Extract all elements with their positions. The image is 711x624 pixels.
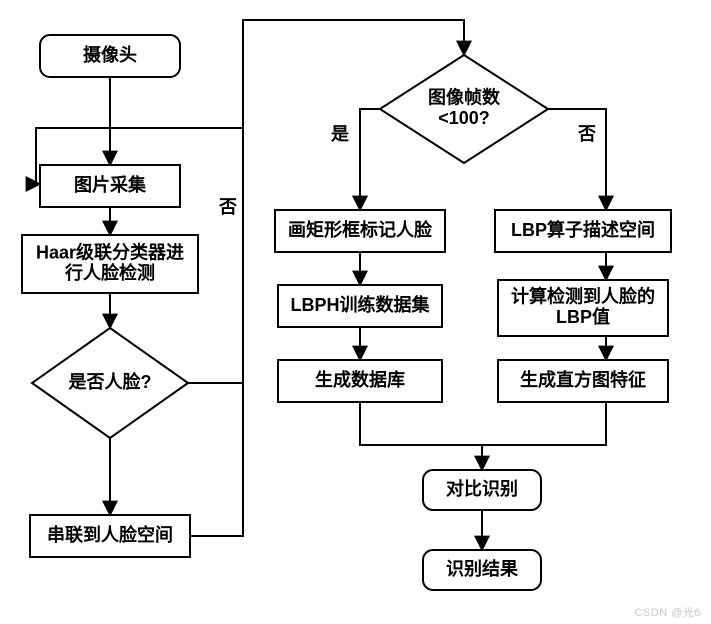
edge-label: 否: [218, 197, 237, 217]
node-lbpdesc: LBP算子描述空间: [495, 210, 671, 252]
node-label: 对比识别: [446, 478, 518, 499]
node-markface: 画矩形框标记人脸: [275, 210, 445, 252]
node-frames: 图像帧数<100?: [380, 55, 548, 163]
node-label: 图片采集: [74, 174, 147, 195]
watermark: CSDN @光6: [634, 604, 701, 620]
node-gendb: 生成数据库: [278, 360, 442, 402]
node-label: <100?: [438, 108, 490, 128]
node-haar: Haar级联分类器进行人脸检测: [22, 235, 198, 293]
node-result: 识别结果: [423, 550, 541, 590]
node-label: LBP算子描述空间: [511, 219, 655, 240]
node-label: 计算检测到人脸的: [511, 285, 655, 306]
node-isface: 是否人脸?: [32, 328, 188, 438]
node-label: 是否人脸?: [68, 371, 152, 392]
node-label: 识别结果: [446, 558, 519, 579]
node-label: LBP值: [556, 306, 610, 327]
node-compare: 对比识别: [423, 470, 541, 510]
node-label: Haar级联分类器进: [36, 241, 184, 262]
node-lbph: LBPH训练数据集: [278, 285, 442, 327]
node-label: 画矩形框标记人脸: [288, 219, 433, 240]
node-label: LBPH训练数据集: [291, 294, 431, 315]
edge: [360, 402, 482, 470]
node-label: 生成数据库: [315, 369, 405, 390]
edge-label: 否: [577, 124, 596, 144]
node-capture: 图片采集: [40, 165, 180, 207]
edge-label: 是: [330, 124, 349, 144]
node-calclbp: 计算检测到人脸的LBP值: [498, 280, 668, 336]
edge: [548, 109, 606, 210]
node-camera: 摄像头: [40, 35, 180, 77]
node-label: 图像帧数: [428, 86, 501, 107]
edge: [482, 402, 606, 445]
node-label: 行人脸检测: [64, 262, 155, 283]
edge: [360, 109, 380, 210]
node-label: 摄像头: [83, 44, 137, 65]
node-label: 串联到人脸空间: [47, 524, 173, 545]
node-cascade: 串联到人脸空间: [30, 515, 190, 557]
node-histogram: 生成直方图特征: [498, 360, 668, 402]
node-label: 生成直方图特征: [520, 369, 646, 390]
